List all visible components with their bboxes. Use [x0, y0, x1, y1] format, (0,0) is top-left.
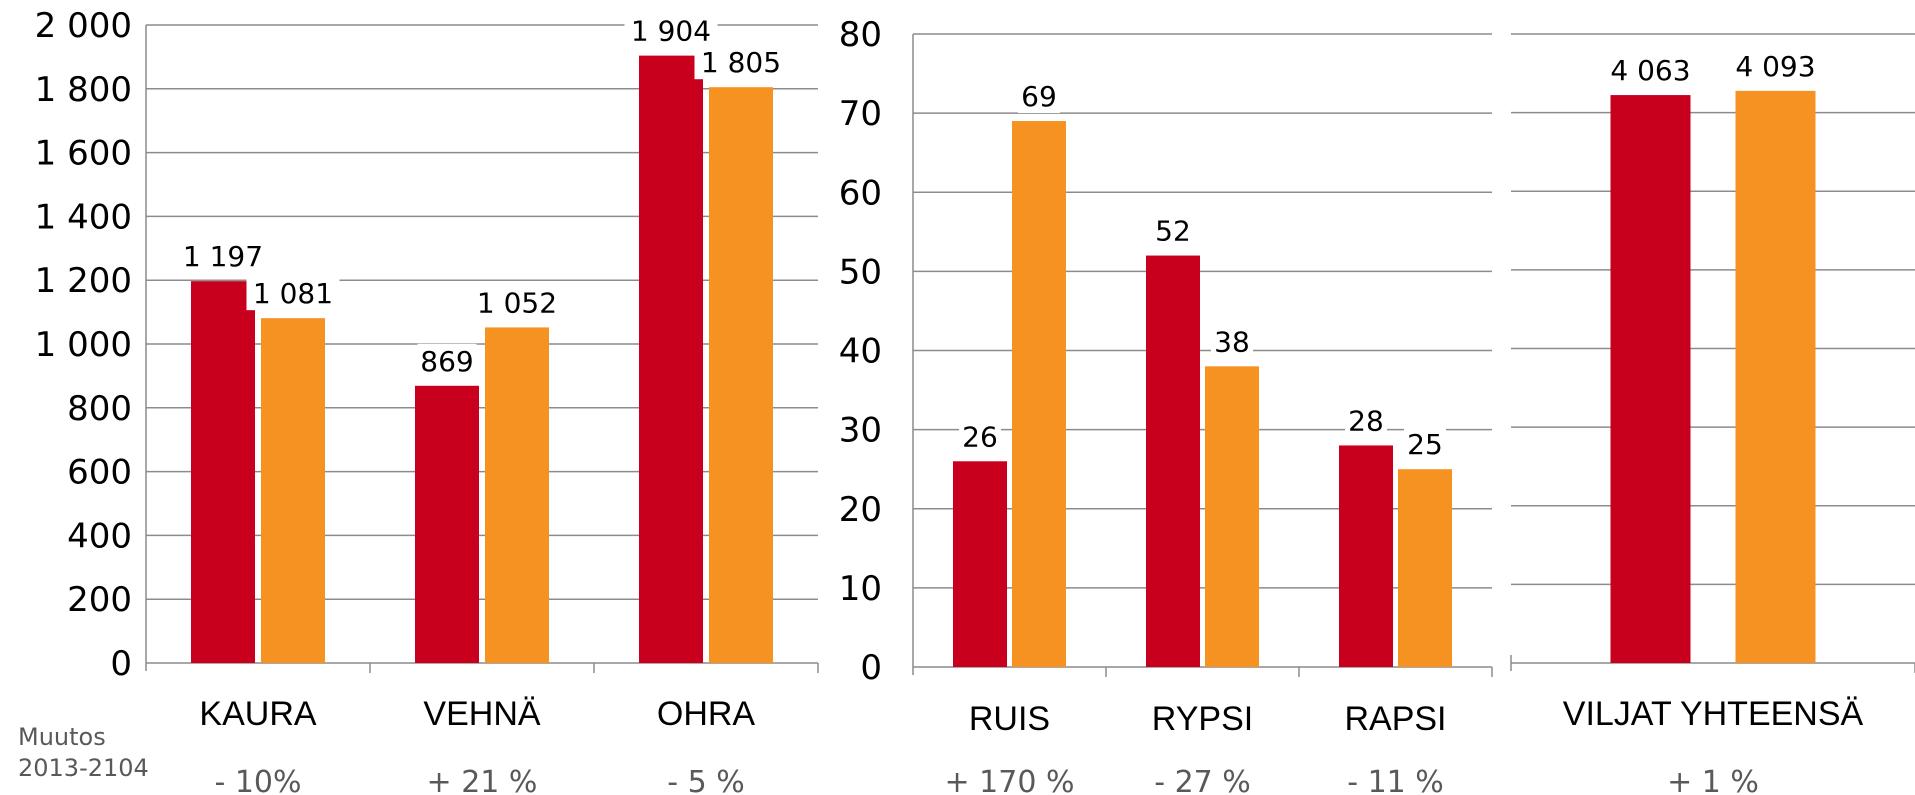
change-value-label: + 170 %	[945, 765, 1075, 795]
x-category-label: KAURA	[199, 695, 316, 733]
data-label-series-b: 69	[1021, 80, 1057, 113]
data-label-series-b: 1 052	[477, 286, 557, 319]
data-label-bg	[417, 343, 477, 378]
x-category-label: RUIS	[969, 700, 1050, 738]
y-tick-label: 0	[110, 644, 132, 684]
y-tick-label: 0	[860, 648, 882, 688]
y-tick-label: 400	[67, 516, 132, 556]
y-tick-label: 10	[839, 569, 882, 609]
data-label-series-a: 1 904	[631, 15, 711, 48]
bar-series-a	[191, 281, 255, 663]
bar-series-b	[709, 87, 773, 663]
data-label-bg	[1211, 324, 1253, 359]
bar-series-a	[1339, 445, 1393, 667]
data-label-bg	[1152, 213, 1194, 248]
x-category-label: VILJAT YHTEENSÄ	[1563, 695, 1864, 733]
change-value-label: - 27 %	[1154, 765, 1251, 795]
change-value-label: - 5 %	[667, 765, 745, 795]
y-tick-label: 1 800	[35, 70, 132, 110]
x-category-label: OHRA	[657, 695, 756, 733]
y-tick-label: 30	[839, 411, 882, 451]
y-tick-label: 20	[839, 490, 882, 530]
change-value-label: - 11 %	[1347, 765, 1444, 795]
data-label-series-b: 1 081	[253, 277, 333, 310]
y-tick-label: 1 200	[35, 261, 132, 301]
data-label-bg	[624, 13, 718, 48]
y-tick-label: 200	[67, 580, 132, 620]
bar-series-a	[1610, 95, 1691, 663]
change-value-label: + 21 %	[427, 765, 538, 795]
y-tick-label: 40	[839, 332, 882, 372]
change-value-label: + 1 %	[1667, 765, 1759, 795]
change-label-line2: 2013-2104	[18, 754, 149, 782]
y-tick-label: 600	[67, 453, 132, 493]
change-value-label: - 10%	[214, 765, 301, 795]
y-tick-label: 80	[839, 15, 882, 55]
change-label-line1: Muutos	[18, 723, 106, 751]
data-label-bg	[1404, 427, 1446, 462]
x-category-label: VEHNÄ	[423, 695, 540, 733]
data-label-series-b: 1 805	[701, 46, 781, 79]
x-category-label: RAPSI	[1344, 700, 1446, 738]
y-tick-label: 2 000	[35, 6, 132, 46]
y-tick-label: 800	[67, 389, 132, 429]
data-label-bg	[1345, 403, 1387, 438]
data-label-bg	[694, 45, 788, 80]
data-label-bg	[470, 285, 564, 320]
y-tick-label: 1 600	[35, 134, 132, 174]
data-label-series-b: 4 093	[1735, 50, 1815, 83]
y-tick-label: 50	[839, 252, 882, 292]
data-label-series-a: 52	[1155, 215, 1191, 248]
data-label-bg	[1604, 53, 1697, 88]
bar-series-a	[1146, 255, 1200, 668]
y-tick-label: 60	[839, 173, 882, 213]
data-label-series-b: 25	[1407, 428, 1443, 461]
y-tick-label: 70	[839, 94, 882, 134]
data-label-series-a: 28	[1348, 404, 1384, 437]
data-label-bg	[176, 239, 270, 274]
bar-series-a	[953, 461, 1007, 667]
bar-series-b	[1012, 121, 1066, 668]
data-label-series-a: 26	[962, 420, 998, 453]
y-tick-label: 1 400	[35, 197, 132, 237]
bar-series-b	[1398, 469, 1452, 667]
bar-series-a	[639, 55, 703, 663]
change-row-label: Muutos 2013-2104	[18, 722, 149, 784]
y-tick-label: 1 000	[35, 325, 132, 365]
bar-series-b	[261, 318, 325, 663]
data-label-bg	[959, 419, 1001, 454]
data-label-series-b: 38	[1214, 325, 1250, 358]
x-category-label: RYPSI	[1152, 700, 1253, 738]
bar-series-b	[1735, 90, 1816, 664]
data-label-series-a: 869	[420, 345, 473, 378]
data-label-bg	[1018, 79, 1060, 114]
bar-series-a	[415, 385, 479, 663]
data-label-series-a: 1 197	[183, 240, 263, 273]
data-label-bg	[1729, 48, 1822, 83]
data-label-series-a: 4 063	[1610, 54, 1690, 87]
bar-series-b	[485, 327, 549, 663]
data-label-bg	[246, 276, 340, 311]
bar-series-b	[1205, 366, 1259, 667]
